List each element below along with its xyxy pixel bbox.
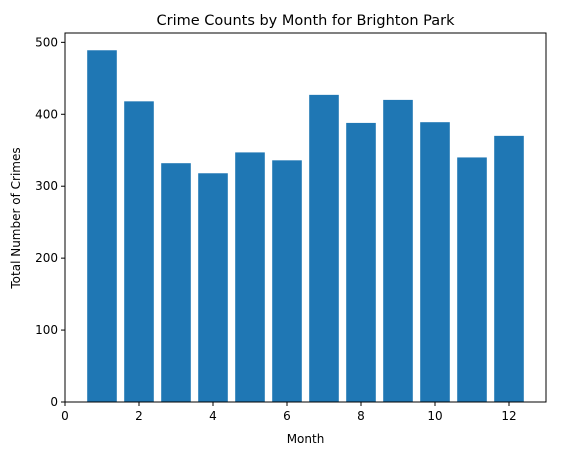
bars-group xyxy=(87,50,524,403)
x-tick-label: 4 xyxy=(209,409,217,423)
bar-month-9 xyxy=(383,99,413,402)
bar-month-3 xyxy=(161,163,191,402)
bar-month-10 xyxy=(420,122,450,402)
y-axis-label: Total Number of Crimes xyxy=(9,147,23,289)
x-tick-label: 12 xyxy=(501,409,516,423)
x-axis-label: Month xyxy=(287,432,325,446)
y-tick-label: 100 xyxy=(35,323,58,337)
bar-month-11 xyxy=(457,157,487,402)
x-tick-label: 6 xyxy=(283,409,291,423)
bar-month-2 xyxy=(124,101,154,402)
bar-month-7 xyxy=(309,94,339,402)
chart-title: Crime Counts by Month for Brighton Park xyxy=(156,13,455,29)
y-tick-label: 400 xyxy=(35,107,58,121)
plot-frame xyxy=(64,32,547,403)
x-tick-label: 2 xyxy=(135,409,143,423)
bar-month-8 xyxy=(346,122,376,402)
x-tick-label: 8 xyxy=(357,409,365,423)
bar-month-6 xyxy=(272,160,302,402)
y-tick-label: 200 xyxy=(35,251,58,265)
x-tick-label: 10 xyxy=(427,409,442,423)
y-tick-label: 500 xyxy=(35,35,58,49)
y-axis-ticks: 0 100 200 300 400 500 xyxy=(35,35,65,409)
y-tick-label: 0 xyxy=(50,395,58,409)
bar-month-1 xyxy=(87,50,117,403)
x-axis-ticks: 0 2 4 6 8 10 12 xyxy=(61,402,517,423)
y-tick-label: 300 xyxy=(35,179,58,193)
bar-month-4 xyxy=(198,173,228,402)
bar-month-5 xyxy=(235,152,265,402)
x-tick-label: 0 xyxy=(61,409,69,423)
bar-month-12 xyxy=(494,135,524,402)
